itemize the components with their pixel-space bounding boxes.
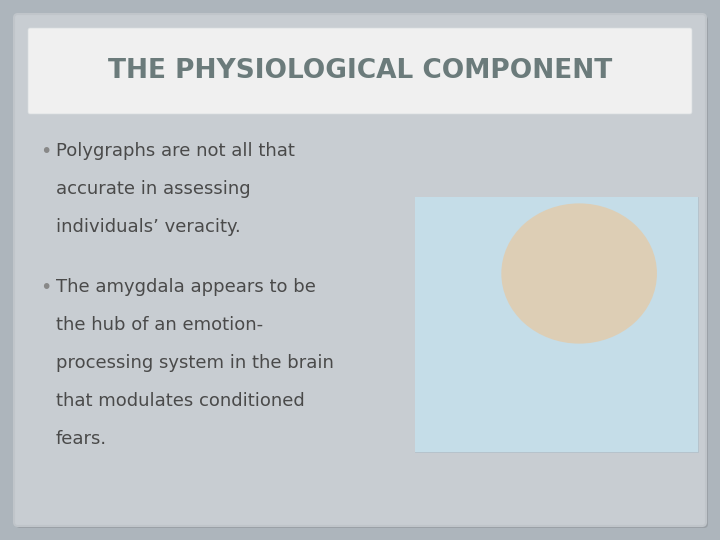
Text: •: •: [40, 278, 51, 297]
Text: THE PHYSIOLOGICAL COMPONENT: THE PHYSIOLOGICAL COMPONENT: [108, 58, 612, 84]
Text: that modulates conditioned: that modulates conditioned: [56, 392, 305, 410]
Bar: [415, 197, 698, 452]
Text: individuals’ veracity.: individuals’ veracity.: [56, 218, 240, 236]
FancyBboxPatch shape: [14, 14, 706, 526]
FancyBboxPatch shape: [28, 28, 692, 114]
Text: fears.: fears.: [56, 430, 107, 448]
Text: The amygdala appears to be: The amygdala appears to be: [56, 278, 316, 296]
Text: the hub of an emotion-: the hub of an emotion-: [56, 316, 263, 334]
FancyBboxPatch shape: [16, 16, 708, 528]
Text: Polygraphs are not all that: Polygraphs are not all that: [56, 142, 295, 160]
Text: accurate in assessing: accurate in assessing: [56, 180, 251, 198]
Text: processing system in the brain: processing system in the brain: [56, 354, 334, 372]
Bar: [415, 197, 698, 452]
Ellipse shape: [501, 204, 657, 343]
Text: •: •: [40, 142, 51, 161]
